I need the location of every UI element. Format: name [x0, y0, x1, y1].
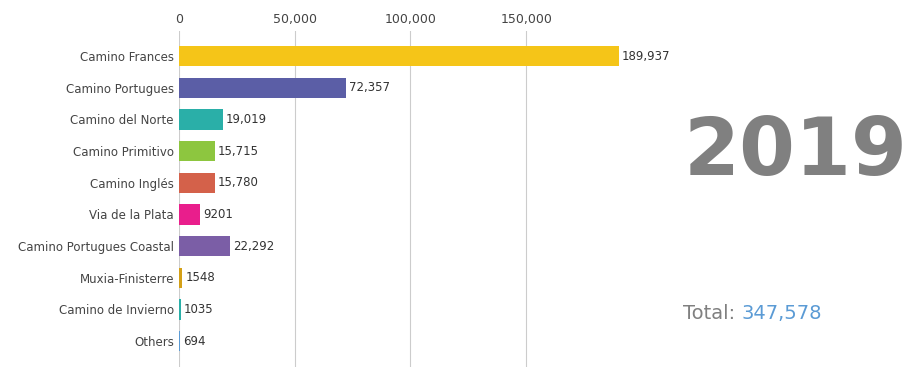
Bar — [179, 78, 347, 98]
Text: 22,292: 22,292 — [233, 240, 274, 253]
Bar — [179, 299, 182, 320]
Bar — [179, 141, 215, 162]
Bar — [179, 46, 619, 66]
Bar — [179, 173, 215, 193]
Text: 189,937: 189,937 — [622, 50, 670, 63]
Text: 9201: 9201 — [203, 208, 233, 221]
Text: Total:: Total: — [683, 304, 742, 323]
Bar — [179, 204, 200, 225]
Text: 1548: 1548 — [185, 271, 215, 284]
Text: 15,780: 15,780 — [218, 176, 259, 189]
Text: 19,019: 19,019 — [226, 113, 267, 126]
Text: 72,357: 72,357 — [349, 81, 390, 94]
Bar — [179, 236, 230, 256]
Bar — [179, 109, 223, 130]
Text: 347,578: 347,578 — [742, 304, 822, 323]
Bar — [179, 331, 181, 351]
Text: 694: 694 — [183, 335, 205, 348]
Text: 15,715: 15,715 — [218, 145, 259, 158]
Text: 1035: 1035 — [184, 303, 214, 316]
Bar — [179, 267, 182, 288]
Text: 2019: 2019 — [683, 114, 907, 192]
